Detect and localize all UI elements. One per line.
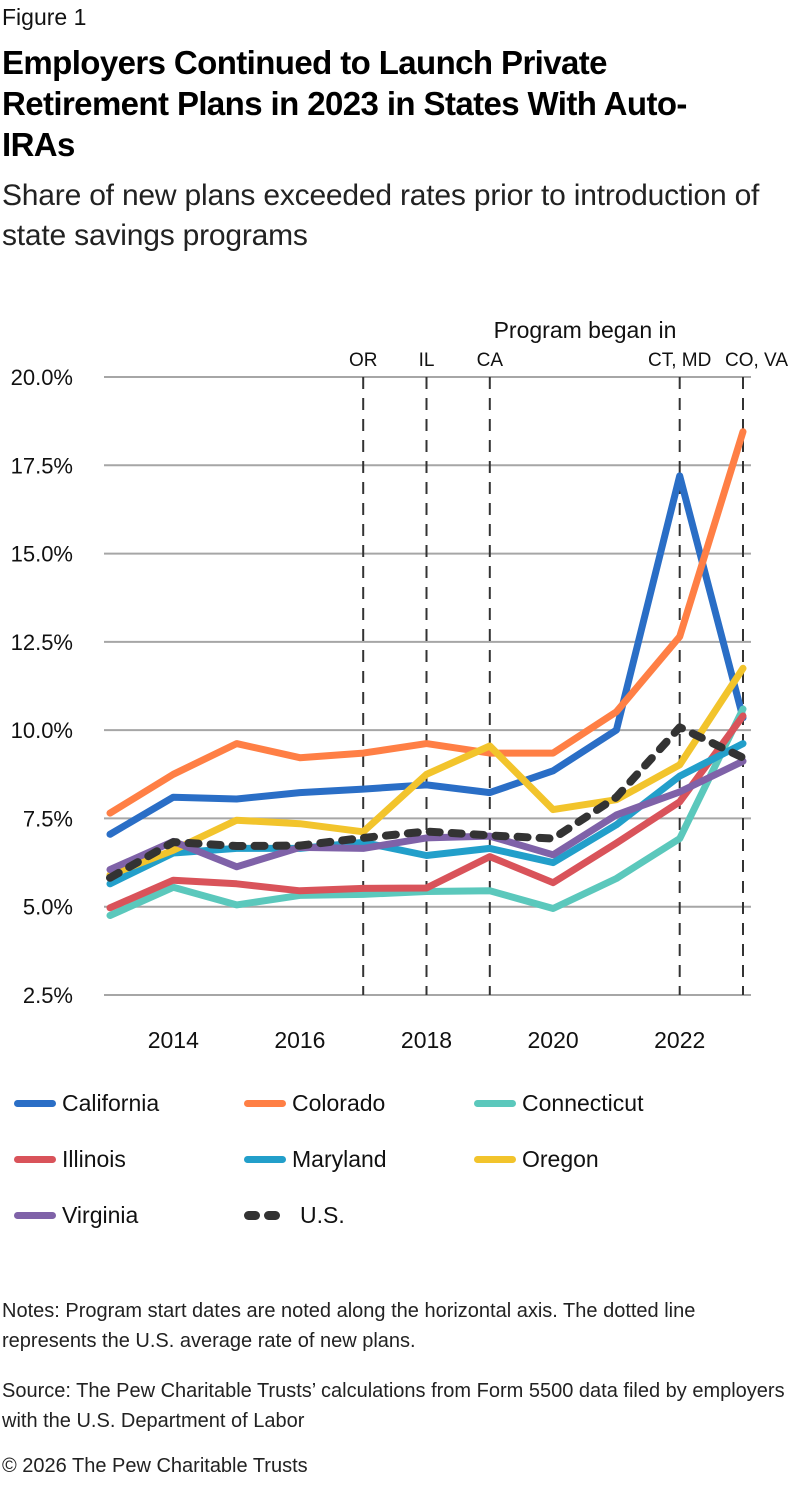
x-tick-label: 2016 bbox=[274, 1027, 325, 1053]
legend-dot bbox=[244, 1211, 260, 1220]
legend-item: Connecticut bbox=[474, 1090, 643, 1117]
series-line-illinois bbox=[106, 712, 747, 912]
series-lines bbox=[106, 428, 747, 919]
legend-dot bbox=[264, 1211, 280, 1220]
chart-title: Employers Continued to Launch Private Re… bbox=[2, 44, 687, 163]
y-tick-label: 10.0% bbox=[11, 718, 73, 743]
line-chart: 2.5% 5.0% 7.5% 10.0% 12.5% 15.0% 17.5% 20.0% 20… bbox=[11, 317, 789, 1053]
legend-label: California bbox=[62, 1090, 160, 1116]
series-line-oregon bbox=[106, 664, 747, 879]
legend-swatch bbox=[244, 1211, 286, 1220]
legend-label: Illinois bbox=[62, 1146, 126, 1172]
legend-item: California bbox=[14, 1090, 159, 1117]
y-tick-label: 5.0% bbox=[23, 895, 73, 920]
legend-label: Maryland bbox=[292, 1146, 387, 1172]
source-note: Source: The Pew Charitable Trusts’ calcu… bbox=[2, 1380, 785, 1432]
legend-swatch bbox=[244, 1100, 286, 1107]
legend-swatch bbox=[244, 1156, 286, 1163]
legend-label: U.S. bbox=[300, 1202, 345, 1228]
series-line-virginia bbox=[106, 757, 747, 874]
y-axis-ticks: 2.5% 5.0% 7.5% 10.0% 12.5% 15.0% 17.5% 20.0% bbox=[11, 365, 73, 1008]
legend-swatch bbox=[14, 1212, 56, 1219]
legend-label: Virginia bbox=[62, 1202, 139, 1228]
y-tick-label: 15.0% bbox=[11, 542, 73, 567]
legend-swatch bbox=[14, 1156, 56, 1163]
program-start-label: CO, VA bbox=[725, 350, 788, 371]
legend-label: Colorado bbox=[292, 1090, 386, 1116]
legend-swatch bbox=[474, 1156, 516, 1163]
chart-subtitle: Share of new plans exceeded rates prior … bbox=[2, 179, 760, 252]
program-began-header: Program began in bbox=[494, 317, 677, 343]
x-tick-label: 2014 bbox=[148, 1027, 199, 1053]
y-tick-label: 7.5% bbox=[23, 806, 73, 831]
x-axis-ticks: 2014 2016 2018 2020 2022 bbox=[148, 1027, 706, 1053]
legend-item: Virginia bbox=[14, 1202, 138, 1229]
y-tick-label: 17.5% bbox=[11, 453, 73, 478]
notes: Notes: Program start dates are noted alo… bbox=[2, 1300, 696, 1352]
legend-label: Connecticut bbox=[522, 1090, 644, 1116]
program-start-label: CT, MD bbox=[648, 350, 711, 371]
program-start-label: IL bbox=[419, 350, 435, 371]
y-tick-label: 2.5% bbox=[23, 983, 73, 1008]
series-line-california bbox=[106, 472, 747, 838]
figure-label: Figure 1 bbox=[2, 4, 87, 30]
x-tick-label: 2020 bbox=[528, 1027, 579, 1053]
legend-item: U.S. bbox=[244, 1202, 345, 1229]
legend-item: Illinois bbox=[14, 1146, 126, 1173]
legend-swatch bbox=[474, 1100, 516, 1107]
y-tick-label: 12.5% bbox=[11, 630, 73, 655]
program-start-label: OR bbox=[349, 350, 378, 371]
legend-item: Oregon bbox=[474, 1146, 599, 1173]
legend-item: Colorado bbox=[244, 1090, 385, 1117]
legend-label: Oregon bbox=[522, 1146, 599, 1172]
legend-item: Maryland bbox=[244, 1146, 387, 1173]
program-start-label: CA bbox=[477, 350, 504, 371]
x-tick-label: 2018 bbox=[401, 1027, 452, 1053]
legend-swatch bbox=[14, 1100, 56, 1107]
series-line-colorado bbox=[106, 428, 747, 817]
copyright: © 2026 The Pew Charitable Trusts bbox=[2, 1455, 308, 1477]
x-tick-label: 2022 bbox=[654, 1027, 705, 1053]
series-line-us bbox=[106, 723, 747, 882]
y-tick-label: 20.0% bbox=[11, 365, 73, 390]
